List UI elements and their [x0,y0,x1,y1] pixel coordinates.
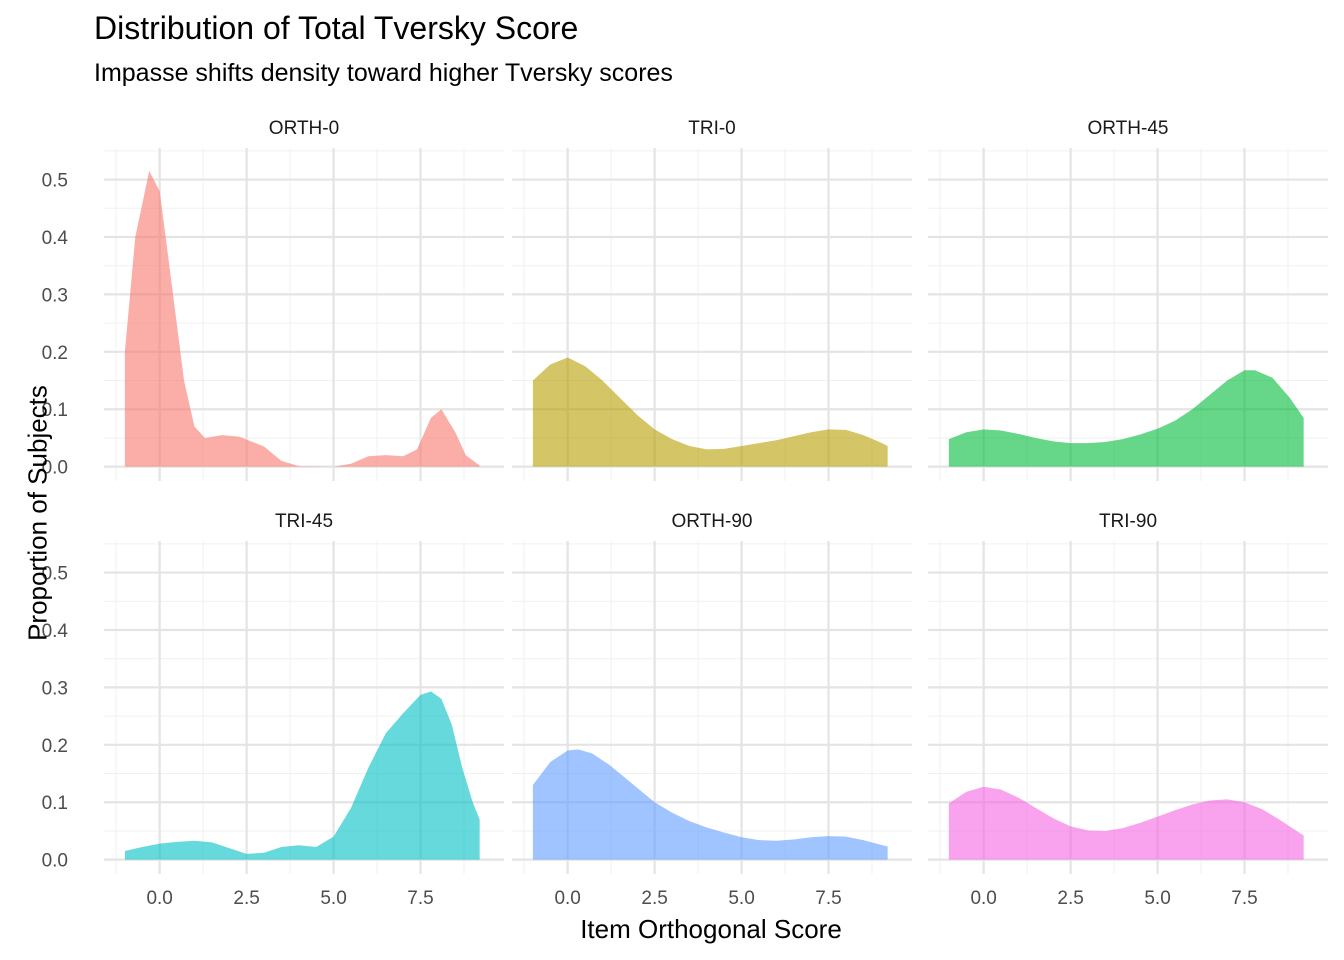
y-tick-label: 0.4 [42,228,69,249]
x-tick-label: 2.5 [1057,888,1083,909]
facet-label-orth-45: ORTH-45 [1088,118,1169,139]
x-tick-label: 0.0 [970,888,996,909]
y-tick-label: 0.5 [42,171,68,192]
facet-label-orth-0: ORTH-0 [269,118,339,139]
y-tick-label: 0.0 [42,851,68,872]
x-axis-label: Item Orthogonal Score [580,914,842,944]
density-area-orth-90 [532,749,888,860]
y-tick-label: 0.2 [42,736,68,757]
x-tick-label: 2.5 [233,888,259,909]
x-tick-label: 5.0 [320,888,346,909]
facet-label-tri-0: TRI-0 [688,118,736,139]
y-tick-label: 0.1 [42,400,68,421]
y-tick-label: 0.4 [42,621,69,642]
x-tick-label: 7.5 [407,888,433,909]
facet-label-orth-90: ORTH-90 [672,511,753,532]
density-area-tri-0 [532,357,888,467]
density-area-tri-90 [948,786,1304,860]
y-tick-label: 0.3 [42,285,68,306]
y-tick-label: 0.0 [42,458,68,479]
x-tick-label: 5.0 [728,888,754,909]
x-tick-label: 0.0 [554,888,580,909]
facet-label-tri-90: TRI-90 [1099,511,1157,532]
y-axis-label: Proportion of Subjects [22,385,53,641]
y-tick-label: 0.3 [42,678,68,699]
x-tick-label: 7.5 [815,888,841,909]
x-tick-label: 2.5 [641,888,667,909]
density-area-orth-0 [124,170,480,467]
chart-subtitle: Impasse shifts density toward higher Tve… [94,59,673,87]
y-tick-label: 0.2 [42,343,68,364]
density-area-tri-45 [124,691,480,860]
x-tick-label: 0.0 [146,888,172,909]
chart-title: Distribution of Total Tversky Score [94,10,579,46]
x-tick-label: 7.5 [1231,888,1257,909]
y-tick-label: 0.1 [42,793,68,814]
y-tick-label: 0.5 [42,564,68,585]
facet-label-tri-45: TRI-45 [275,511,333,532]
x-tick-label: 5.0 [1144,888,1170,909]
density-area-orth-45 [948,370,1304,467]
